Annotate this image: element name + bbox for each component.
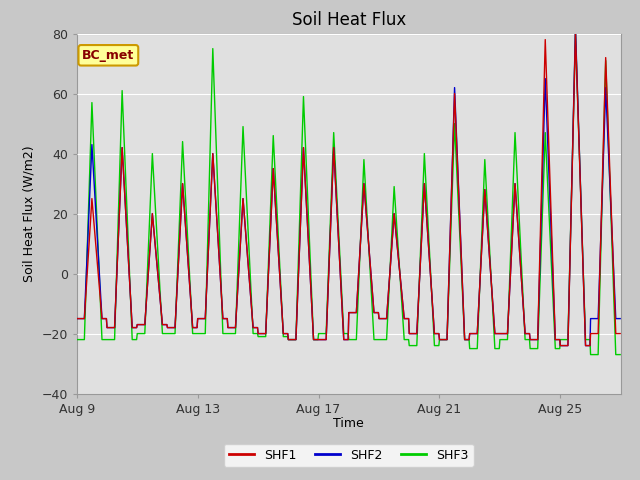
X-axis label: Time: Time	[333, 417, 364, 430]
Legend: SHF1, SHF2, SHF3: SHF1, SHF2, SHF3	[224, 444, 474, 467]
Bar	[77, 34, 621, 394]
Title: Soil Heat Flux: Soil Heat Flux	[292, 11, 406, 29]
Y-axis label: Soil Heat Flux (W/m2): Soil Heat Flux (W/m2)	[23, 145, 36, 282]
Text: BC_met: BC_met	[82, 49, 134, 62]
